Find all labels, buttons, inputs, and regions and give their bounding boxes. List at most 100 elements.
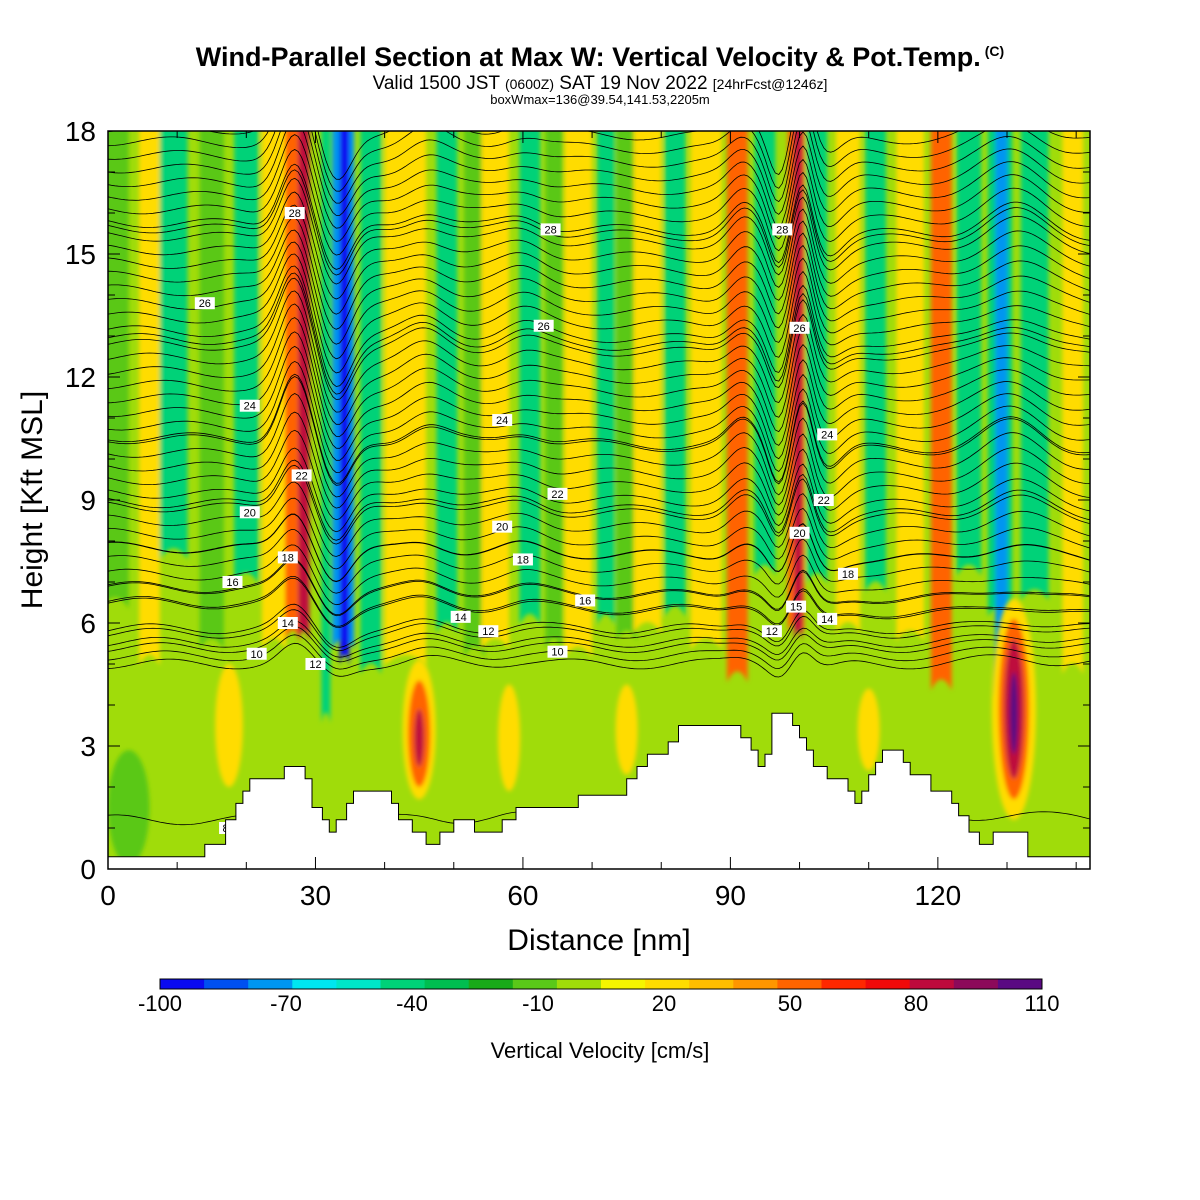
contour-label-text: 12: [482, 626, 494, 638]
theta-contour-line: [108, 163, 1090, 270]
contour-label-bg: [547, 645, 568, 658]
contour-label-bg: [817, 428, 838, 441]
theta-contour-line: [108, 376, 1090, 486]
y-tick-label: 12: [65, 362, 96, 393]
contour-label-text: 16: [226, 577, 238, 589]
contour-label-bg: [817, 612, 838, 625]
colorbar-swatch: [292, 979, 337, 989]
colorbar-swatch: [336, 979, 381, 989]
contour-label-text: 26: [793, 323, 805, 335]
contour-label: 12: [305, 658, 326, 671]
theta-contour-line: [108, 131, 1090, 216]
y-tick-label: 6: [80, 608, 96, 639]
theta-contour-line: [108, 459, 1090, 541]
colorbar-swatch: [689, 979, 734, 989]
velocity-band: [199, 131, 224, 650]
x-axis-label: Distance [nm]: [507, 924, 690, 957]
velocity-band: [464, 131, 485, 658]
y-axis-label: Height [Kft MSL]: [16, 391, 49, 609]
velocity-band: [108, 131, 129, 609]
theta-contour-line: [108, 393, 1090, 498]
y-tick-label: 15: [65, 239, 96, 270]
colorbar-tick-label: 80: [904, 991, 928, 1016]
contour-label: 22: [547, 487, 568, 501]
contour-label-bg: [246, 647, 267, 660]
contour-label: 16: [575, 594, 596, 607]
contour-label-text: 26: [538, 321, 550, 333]
contour-label: 18: [277, 551, 298, 564]
contour-label-text: 20: [496, 522, 508, 534]
contour-label-text: 22: [818, 495, 830, 507]
contour-label: 16: [222, 576, 243, 589]
velocity-band: [896, 131, 925, 642]
theta-contour-line: [108, 303, 1090, 425]
contour-label-bg: [291, 469, 312, 482]
colorbar-swatch: [380, 979, 426, 989]
contour-label: 24: [817, 428, 838, 441]
theta-contour-line: [108, 529, 1090, 594]
velocity-band: [1020, 131, 1049, 601]
contour-label: 26: [533, 319, 554, 333]
velocity-band: [360, 131, 382, 674]
contour-label-bg: [837, 567, 858, 580]
theta-contour-line: [108, 481, 1090, 557]
velocity-band: [995, 131, 1008, 699]
theta-contour-line: [108, 464, 1090, 545]
contour-label: 26: [194, 297, 215, 310]
colorbar-swatch: [468, 979, 514, 989]
velocity-band: [481, 131, 510, 650]
theta-contour-line: [108, 331, 1090, 449]
velocity-band: [384, 131, 427, 666]
colorbar-swatch: [909, 979, 955, 989]
contour-label: 28: [772, 223, 793, 236]
velocity-cells: [108, 598, 1037, 865]
theta-contour-line: [108, 576, 1090, 627]
contour-label-bg: [540, 223, 561, 236]
contour-label-text: 28: [544, 224, 556, 236]
colorbar-swatch: [733, 979, 778, 989]
x-tick-label: 0: [100, 880, 116, 911]
colorbar-swatch: [424, 979, 470, 989]
contour-label-text: 28: [776, 224, 788, 236]
colorbar-tick-label: -100: [138, 991, 182, 1016]
contour-label-text: 15: [790, 602, 802, 614]
contour-label-text: 12: [309, 659, 321, 671]
y-tick-label: 18: [65, 116, 96, 147]
contour-label-bg: [512, 553, 533, 566]
title-block: Wind-Parallel Section at Max W: Vertical…: [0, 42, 1200, 107]
velocity-cell: [1009, 672, 1019, 755]
colorbar-swatch: [601, 979, 646, 989]
colorbar-swatch: [997, 979, 1043, 989]
chart-title-main: Wind-Parallel Section at Max W: Vertical…: [195, 42, 981, 72]
contour-label: 14: [277, 617, 298, 630]
theta-contour-line: [108, 620, 1090, 658]
contour-label-text: 22: [551, 489, 563, 501]
contour-label-bg: [547, 487, 568, 500]
contour-label-bg: [786, 600, 807, 613]
velocity-band: [519, 131, 541, 625]
velocity-band: [545, 131, 563, 650]
copyright-mark: (C): [984, 43, 1005, 59]
theta-contour-line: [108, 131, 1090, 180]
contour-label-bg: [194, 297, 215, 310]
contour-label-text: 18: [842, 569, 854, 581]
contour-label-bg: [492, 520, 513, 533]
contour-label: 28: [540, 223, 561, 236]
contour-label-text: 28: [289, 208, 301, 220]
theta-contour-line: [108, 317, 1090, 437]
velocity-cell: [414, 709, 425, 767]
theta-contour-line: [108, 217, 1090, 330]
contour-label: 22: [291, 469, 312, 482]
colorbar-swatch: [512, 979, 558, 989]
theta-contour-line: [108, 603, 1090, 648]
velocity-band: [794, 131, 803, 642]
contour-label-text: 14: [455, 612, 467, 624]
contour-label-text: 20: [793, 528, 805, 540]
colorbar-tick-label: 110: [1024, 991, 1059, 1016]
theta-contour-line: [108, 626, 1090, 663]
terrain-mask: [108, 712, 1090, 869]
theta-contour-line: [108, 229, 1090, 345]
velocity-band: [234, 131, 259, 584]
colorbar-swatch: [160, 979, 205, 989]
